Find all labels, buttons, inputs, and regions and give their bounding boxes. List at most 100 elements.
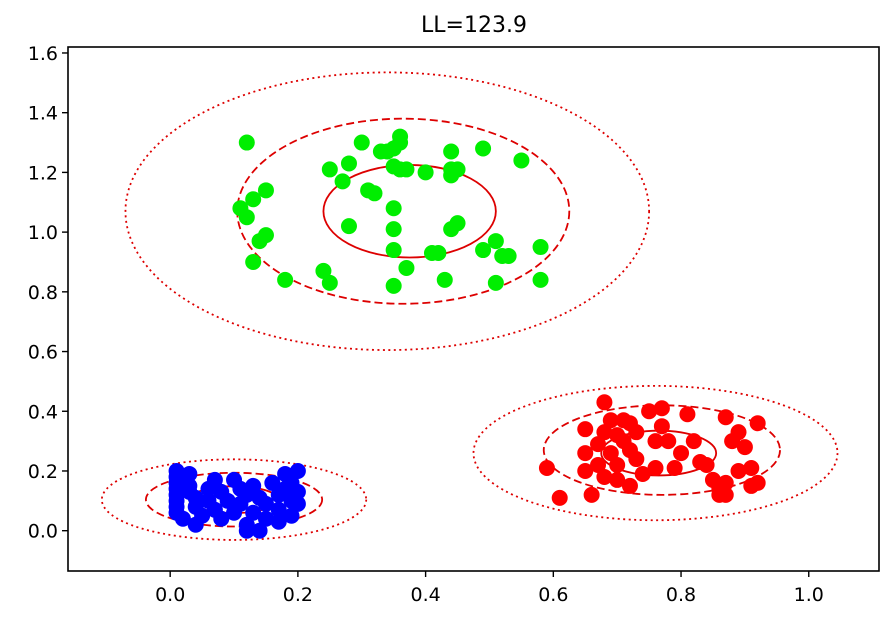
data-point bbox=[660, 433, 677, 450]
data-point bbox=[385, 200, 402, 217]
plot-frame bbox=[67, 46, 880, 572]
data-point bbox=[717, 409, 734, 426]
data-point bbox=[398, 259, 415, 276]
x-axis: 0.0 0.2 0.4 0.6 0.8 1.0 bbox=[155, 571, 824, 606]
y-tick-label: 0.2 bbox=[28, 461, 58, 483]
data-point bbox=[270, 513, 287, 530]
data-point bbox=[621, 477, 638, 494]
data-point bbox=[385, 277, 402, 294]
data-point bbox=[628, 451, 645, 468]
data-point bbox=[251, 522, 268, 539]
data-point bbox=[577, 462, 594, 479]
data-point bbox=[487, 274, 504, 291]
data-point bbox=[366, 185, 383, 202]
data-point bbox=[245, 477, 262, 494]
data-point bbox=[321, 161, 338, 178]
data-point bbox=[609, 457, 626, 474]
data-point bbox=[634, 465, 651, 482]
covariance-ellipses bbox=[100, 71, 839, 541]
data-point bbox=[385, 242, 402, 259]
data-point bbox=[698, 457, 715, 474]
ellipse-dotted bbox=[472, 384, 839, 522]
x-tick-label: 0.6 bbox=[538, 584, 568, 606]
data-point bbox=[264, 474, 281, 491]
data-point bbox=[340, 155, 357, 172]
data-point bbox=[596, 394, 613, 411]
data-point bbox=[238, 209, 255, 226]
data-point bbox=[321, 274, 338, 291]
data-point bbox=[532, 239, 549, 256]
data-point bbox=[628, 424, 645, 441]
data-point bbox=[749, 474, 766, 491]
data-point bbox=[398, 161, 415, 178]
x-tick-label: 0.2 bbox=[283, 584, 313, 606]
data-point bbox=[245, 253, 262, 270]
data-point bbox=[443, 143, 460, 160]
data-point bbox=[487, 233, 504, 250]
data-point bbox=[730, 424, 747, 441]
data-point bbox=[596, 424, 613, 441]
data-point bbox=[590, 436, 607, 453]
data-point bbox=[181, 465, 198, 482]
data-point bbox=[430, 245, 447, 262]
data-point bbox=[289, 462, 306, 479]
data-point bbox=[609, 471, 626, 488]
y-tick-label: 1.4 bbox=[28, 103, 58, 125]
data-point bbox=[289, 483, 306, 500]
data-point bbox=[315, 262, 332, 279]
data-point bbox=[717, 486, 734, 503]
data-point bbox=[436, 271, 453, 288]
data-point bbox=[602, 445, 619, 462]
data-point bbox=[443, 221, 460, 238]
data-point bbox=[392, 128, 409, 145]
data-points bbox=[168, 128, 766, 539]
data-point bbox=[289, 495, 306, 512]
data-point bbox=[666, 459, 683, 476]
data-point bbox=[749, 415, 766, 432]
data-point bbox=[257, 510, 274, 527]
data-point bbox=[596, 468, 613, 485]
x-tick-label: 0.8 bbox=[666, 584, 696, 606]
data-point bbox=[653, 400, 670, 417]
data-point bbox=[187, 516, 204, 533]
data-point bbox=[245, 504, 262, 521]
ellipse-dotted bbox=[124, 71, 651, 351]
data-point bbox=[717, 474, 734, 491]
data-point bbox=[238, 134, 255, 151]
data-point bbox=[590, 457, 607, 474]
data-point bbox=[475, 242, 492, 259]
data-point bbox=[245, 191, 262, 208]
data-point bbox=[334, 173, 351, 190]
data-point bbox=[673, 445, 690, 462]
data-point bbox=[641, 403, 658, 420]
data-point bbox=[257, 227, 274, 244]
y-tick-label: 1.2 bbox=[28, 162, 58, 184]
data-point bbox=[685, 433, 702, 450]
data-point bbox=[647, 459, 664, 476]
data-point bbox=[602, 412, 619, 429]
data-point bbox=[736, 439, 753, 456]
data-point bbox=[443, 167, 460, 184]
data-point bbox=[679, 406, 696, 423]
x-tick-label: 0.0 bbox=[155, 584, 185, 606]
ellipse-dotted bbox=[100, 458, 368, 541]
data-point bbox=[577, 421, 594, 438]
data-point bbox=[513, 152, 530, 169]
data-point bbox=[583, 486, 600, 503]
data-point bbox=[270, 501, 287, 518]
data-point bbox=[174, 510, 191, 527]
x-tick-label: 1.0 bbox=[794, 584, 824, 606]
data-point bbox=[577, 445, 594, 462]
y-tick-label: 1.6 bbox=[28, 43, 58, 65]
y-tick-label: 0.4 bbox=[28, 401, 58, 423]
data-point bbox=[743, 459, 760, 476]
data-point bbox=[538, 459, 555, 476]
data-point bbox=[238, 522, 255, 539]
y-tick-label: 0.0 bbox=[28, 521, 58, 543]
data-point bbox=[219, 492, 236, 509]
chart-title: LL=123.9 bbox=[421, 13, 527, 38]
data-point bbox=[206, 471, 223, 488]
data-point bbox=[532, 271, 549, 288]
y-axis: 0.0 0.2 0.4 0.6 0.8 1.0 1.2 1.4 1.6 bbox=[28, 43, 68, 543]
